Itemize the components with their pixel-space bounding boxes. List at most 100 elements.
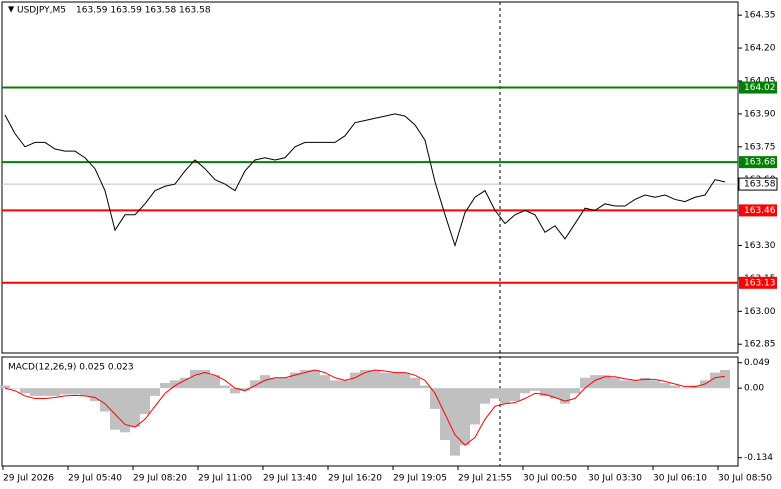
histogram-bar bbox=[680, 388, 690, 389]
histogram-bar bbox=[460, 388, 470, 446]
y-tick-label: -0.134 bbox=[744, 453, 773, 463]
level-label: 163.68 bbox=[744, 158, 776, 168]
y-tick-label: 0.00 bbox=[744, 384, 764, 394]
histogram-bar bbox=[510, 388, 520, 402]
histogram-bar bbox=[560, 388, 570, 404]
histogram-bar bbox=[580, 377, 590, 389]
histogram-bar bbox=[310, 369, 320, 389]
histogram-bar bbox=[410, 377, 420, 389]
histogram-bar bbox=[150, 388, 160, 396]
x-tick-label: 29 Jul 05:40 bbox=[68, 474, 122, 484]
histogram-bar bbox=[330, 380, 340, 389]
y-tick-label: 162.85 bbox=[744, 340, 776, 350]
histogram-bar bbox=[380, 372, 390, 389]
last-price-box bbox=[738, 177, 778, 191]
chart-title: USDJPY,M5 bbox=[17, 6, 66, 16]
histogram-bar bbox=[100, 388, 110, 412]
histogram-bar bbox=[670, 385, 680, 389]
histogram-bar bbox=[650, 380, 660, 389]
histogram-bar bbox=[360, 369, 370, 389]
price-line bbox=[4, 113, 726, 248]
y-tick-label: 163.00 bbox=[744, 307, 776, 317]
histogram-bar bbox=[120, 388, 130, 433]
histogram-bar bbox=[640, 377, 650, 389]
histogram-bar bbox=[430, 388, 440, 409]
histogram-bar bbox=[630, 380, 640, 389]
y-tick-label: 0.049 bbox=[744, 358, 770, 368]
histogram-bar bbox=[490, 388, 500, 399]
histogram-bar bbox=[550, 388, 560, 399]
x-tick-label: 29 Jul 11:00 bbox=[198, 474, 252, 484]
histogram-bar bbox=[20, 388, 30, 394]
histogram-bar bbox=[210, 375, 220, 389]
histogram-bar bbox=[160, 382, 170, 389]
macd-frame bbox=[1, 356, 739, 467]
signal-line bbox=[4, 369, 726, 446]
level-label: 163.46 bbox=[744, 206, 776, 216]
histogram-bar bbox=[200, 369, 210, 389]
histogram-bar bbox=[260, 375, 270, 389]
histogram-bar bbox=[470, 388, 480, 425]
x-tick-label: 30 Jul 06:10 bbox=[653, 474, 707, 484]
histogram-bar bbox=[10, 388, 20, 389]
level-label-box bbox=[739, 276, 777, 289]
histogram-bar bbox=[390, 372, 400, 389]
histogram-bar bbox=[240, 388, 250, 391]
main-frame bbox=[1, 1, 739, 354]
x-tick-label: 29 Jul 16:20 bbox=[328, 474, 382, 484]
x-tick-label: 29 Jul 08:20 bbox=[133, 474, 187, 484]
histogram-bar bbox=[520, 388, 530, 394]
histogram-bar bbox=[270, 377, 280, 389]
histogram-bar bbox=[370, 369, 380, 389]
y-tick-label: 163.90 bbox=[744, 109, 776, 119]
histogram-bar bbox=[320, 375, 330, 389]
level-label-box bbox=[739, 81, 777, 94]
histogram-bar bbox=[40, 388, 50, 396]
histogram-bar bbox=[80, 388, 90, 396]
level-label-box bbox=[739, 156, 777, 169]
x-tick-label: 29 Jul 2026 bbox=[3, 474, 54, 484]
y-tick-label: 164.35 bbox=[744, 11, 776, 21]
histogram-bar bbox=[540, 388, 550, 396]
histogram-bar bbox=[60, 388, 70, 395]
histogram-bar bbox=[250, 380, 260, 389]
y-tick-label: 163.75 bbox=[744, 142, 776, 152]
histogram-bar bbox=[170, 380, 180, 389]
histogram-bar bbox=[660, 382, 670, 389]
histogram-bar bbox=[720, 369, 730, 389]
histogram-bar bbox=[600, 375, 610, 389]
y-tick-label: 163.30 bbox=[744, 241, 776, 251]
histogram-bar bbox=[220, 385, 230, 389]
histogram-bar bbox=[610, 377, 620, 389]
histogram-bar bbox=[110, 388, 120, 430]
histogram-bar bbox=[30, 388, 40, 396]
histogram-bar bbox=[340, 380, 350, 389]
histogram-bar bbox=[500, 388, 510, 404]
x-tick-label: 29 Jul 21:55 bbox=[458, 474, 512, 484]
histogram-bar bbox=[590, 375, 600, 389]
histogram-bar bbox=[290, 372, 300, 389]
histogram-bar bbox=[620, 380, 630, 389]
histogram-bar bbox=[300, 369, 310, 389]
histogram-bar bbox=[350, 372, 360, 389]
y-tick-label: 164.20 bbox=[744, 44, 776, 54]
level-label: 164.02 bbox=[744, 83, 776, 93]
histogram-bar bbox=[50, 388, 60, 396]
ohlc-text: 163.59 163.59 163.58 163.58 bbox=[76, 6, 211, 16]
macd-title: MACD(12,26,9) 0.025 0.023 bbox=[8, 363, 134, 373]
histogram-bar bbox=[90, 388, 100, 402]
histogram-bar bbox=[180, 377, 190, 389]
histogram-bar bbox=[0, 385, 10, 389]
histogram-bar bbox=[280, 377, 290, 389]
histogram-bar bbox=[530, 388, 540, 391]
histogram-bar bbox=[230, 388, 240, 394]
histogram-bar bbox=[570, 388, 580, 394]
level-label: 163.13 bbox=[744, 278, 776, 288]
histogram-bar bbox=[450, 388, 460, 456]
level-label-box bbox=[739, 204, 777, 217]
x-tick-label: 30 Jul 03:30 bbox=[588, 474, 642, 484]
histogram-bar bbox=[710, 372, 720, 389]
x-tick-label: 29 Jul 19:05 bbox=[393, 474, 447, 484]
x-tick-label: 29 Jul 13:40 bbox=[263, 474, 317, 484]
